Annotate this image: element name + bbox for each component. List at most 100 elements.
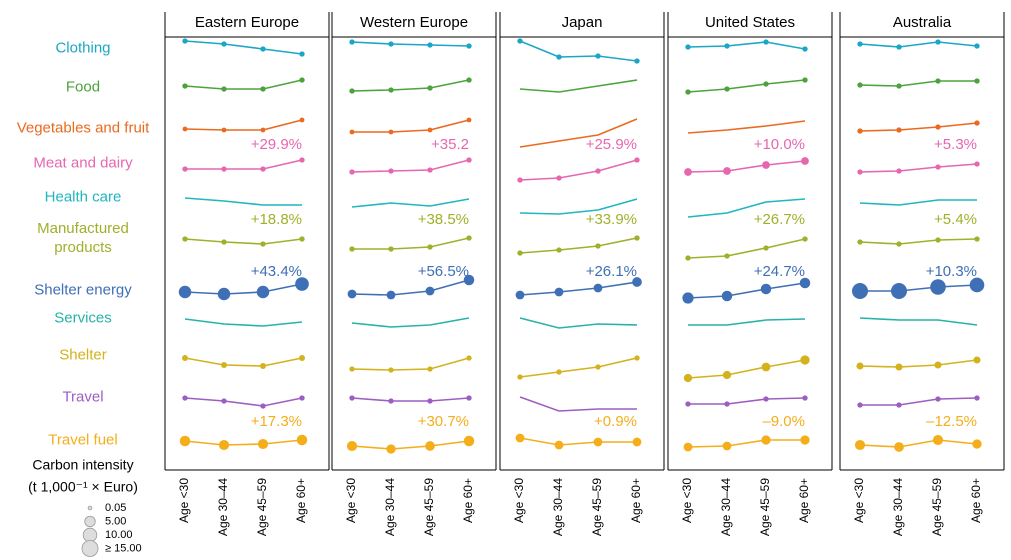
- legend-marker: [82, 527, 98, 543]
- annotation: +35.2: [431, 136, 469, 153]
- series-line: [687, 282, 806, 299]
- legend-title: (t 1,000⁻¹ × Euro): [28, 479, 138, 495]
- point: [722, 370, 732, 380]
- series-line: [351, 317, 470, 328]
- legend-marker: [81, 540, 99, 557]
- point: [685, 255, 691, 261]
- point: [220, 361, 228, 369]
- legend-label: 10.00: [105, 529, 133, 541]
- point: [346, 440, 358, 452]
- series-line: [351, 159, 470, 173]
- series-line: [184, 283, 303, 295]
- point: [466, 117, 472, 123]
- point: [802, 77, 808, 83]
- series-line: [351, 357, 470, 371]
- annotation: +10.3%: [926, 263, 977, 280]
- annotation: +33.9%: [586, 211, 637, 228]
- point: [761, 362, 771, 372]
- x-tick-label: Age 30–44: [216, 478, 230, 536]
- point: [800, 355, 810, 365]
- point: [802, 46, 808, 52]
- x-tick-label: Age <30: [680, 478, 694, 523]
- point: [182, 166, 188, 172]
- series-line: [859, 80, 977, 87]
- point: [556, 369, 562, 375]
- series-line: [687, 238, 806, 259]
- point: [386, 290, 396, 300]
- x-tick-label: Age 60+: [629, 478, 643, 523]
- series-line: [687, 41, 806, 50]
- x-tick-label: Age 45–59: [930, 478, 944, 536]
- point: [856, 362, 864, 370]
- point: [217, 287, 231, 301]
- panel-title: Australia: [893, 14, 952, 31]
- series-line: [687, 359, 806, 379]
- series-line: [859, 41, 978, 48]
- point: [685, 44, 691, 50]
- point: [386, 444, 396, 454]
- point: [632, 437, 642, 447]
- point: [427, 42, 433, 48]
- point: [349, 395, 355, 401]
- point: [299, 117, 305, 123]
- point: [682, 292, 694, 304]
- point: [974, 120, 980, 126]
- point: [556, 54, 562, 60]
- x-tick-label: Age 30–44: [891, 478, 905, 536]
- point: [179, 435, 191, 447]
- x-tick-label: Age 45–59: [758, 478, 772, 536]
- row-label: Health care: [44, 188, 122, 206]
- point: [896, 168, 902, 174]
- point: [463, 274, 475, 286]
- point: [857, 169, 863, 175]
- annotation: –9.0%: [762, 413, 805, 430]
- annotation: +56.5%: [418, 263, 469, 280]
- point: [388, 398, 394, 404]
- point: [593, 283, 603, 293]
- point: [427, 398, 433, 404]
- point: [221, 398, 227, 404]
- point: [760, 283, 772, 295]
- series-line: [184, 119, 303, 131]
- point: [517, 177, 523, 183]
- legend-marker: [87, 505, 93, 511]
- series-line: [687, 198, 806, 218]
- series-line: [688, 318, 806, 326]
- point: [935, 396, 941, 402]
- point: [427, 127, 433, 133]
- point: [595, 168, 601, 174]
- row-label: Travel fuel: [48, 431, 118, 449]
- point: [554, 287, 564, 297]
- panel-title: Japan: [562, 14, 603, 31]
- annotation: +38.5%: [418, 211, 469, 228]
- point: [260, 241, 266, 247]
- series-line: [859, 199, 977, 206]
- point: [857, 128, 863, 134]
- point: [182, 38, 188, 44]
- point: [857, 239, 863, 245]
- point: [425, 286, 435, 296]
- series-line: [519, 198, 638, 215]
- x-tick-label: Age 45–59: [590, 478, 604, 536]
- point: [349, 39, 355, 45]
- point: [299, 77, 305, 83]
- series-line: [519, 79, 638, 93]
- point: [466, 235, 472, 241]
- point: [634, 157, 640, 163]
- point: [425, 441, 435, 451]
- series-line: [859, 122, 978, 132]
- point: [595, 364, 601, 370]
- series-line: [184, 238, 303, 245]
- point: [466, 43, 472, 49]
- point: [259, 362, 267, 370]
- point: [683, 442, 693, 452]
- series-line: [184, 357, 303, 367]
- point: [556, 175, 562, 181]
- point: [974, 43, 980, 49]
- series-line: [519, 437, 637, 446]
- series-line: [519, 159, 638, 181]
- point: [178, 285, 192, 299]
- point: [299, 236, 305, 242]
- point: [802, 395, 808, 401]
- point: [260, 127, 266, 133]
